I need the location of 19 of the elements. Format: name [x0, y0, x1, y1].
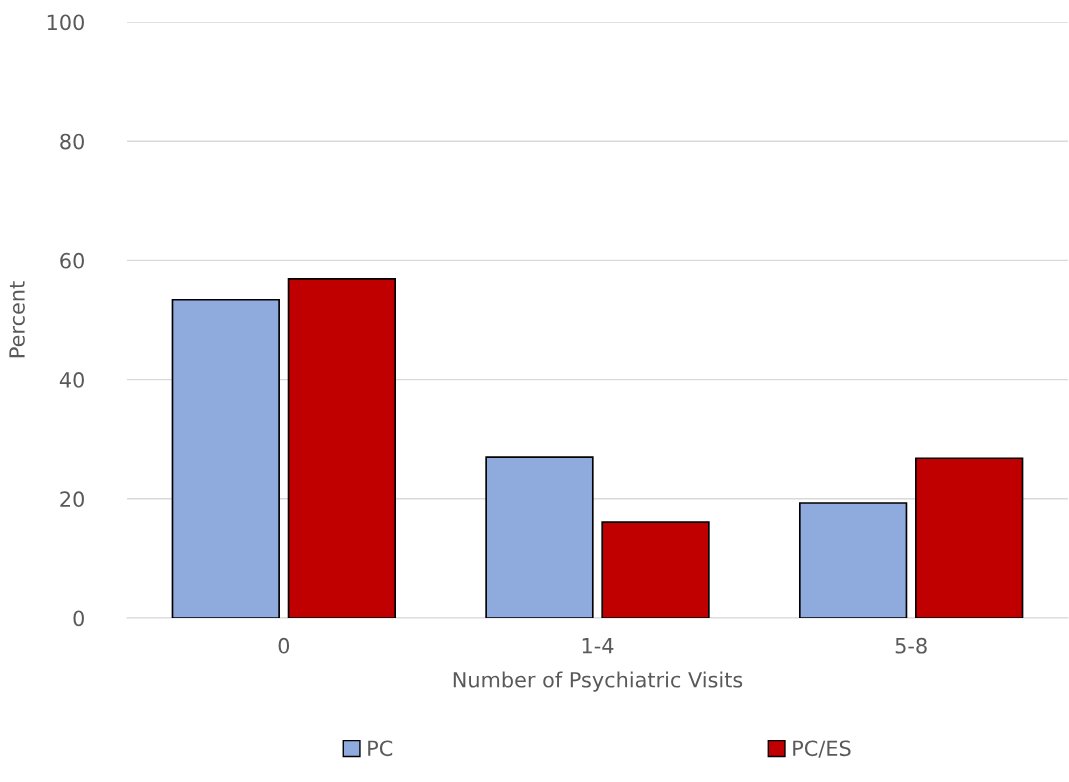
y-tick-label: 60 [60, 252, 84, 269]
y-axis-title: Percent [9, 281, 25, 358]
bar [601, 521, 710, 618]
legend-label: PC/ES [793, 740, 851, 758]
bar [915, 457, 1024, 618]
legend-label: PC [368, 740, 393, 757]
bar [287, 278, 397, 618]
x-tick-label: 0 [278, 637, 290, 654]
bar [798, 502, 908, 618]
y-tick-label: 80 [60, 133, 84, 150]
x-tick-label: 5-8 [895, 637, 927, 654]
y-tick-label: 100 [47, 14, 84, 31]
y-tick-label: 0 [73, 610, 84, 627]
y-tick-label: 20 [60, 491, 84, 508]
bar [485, 456, 594, 618]
bar [171, 298, 280, 618]
x-tick-label: 1-4 [582, 638, 614, 654]
y-tick-label: 40 [59, 372, 84, 388]
x-axis-title: Number of Psychiatric Visits [453, 671, 743, 692]
